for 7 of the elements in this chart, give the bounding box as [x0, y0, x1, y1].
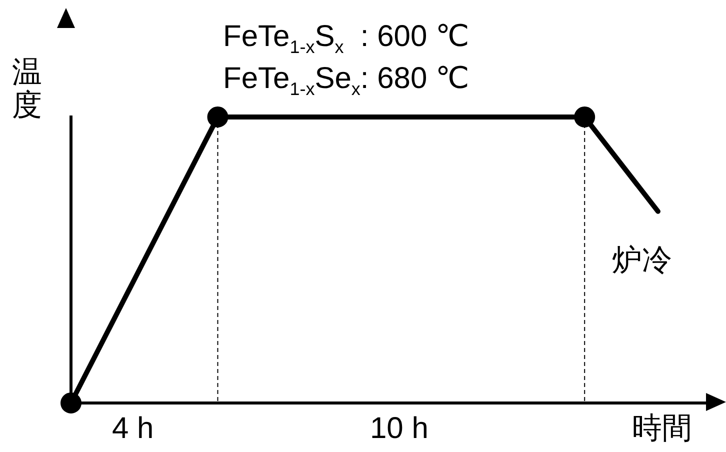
text: FeTe$_{1-x}$Se$_{x}$: 680 ℃	[223, 62, 470, 99]
text: 10 h	[370, 412, 428, 445]
text: FeTe$_{1-x}$S$_{x}$ : 600 ℃	[223, 20, 470, 57]
annotation: 炉冷	[612, 244, 672, 277]
y-axis-title: 温度	[12, 56, 42, 122]
text: 4 h	[112, 412, 154, 445]
x-axis-title: 時間	[632, 412, 692, 445]
